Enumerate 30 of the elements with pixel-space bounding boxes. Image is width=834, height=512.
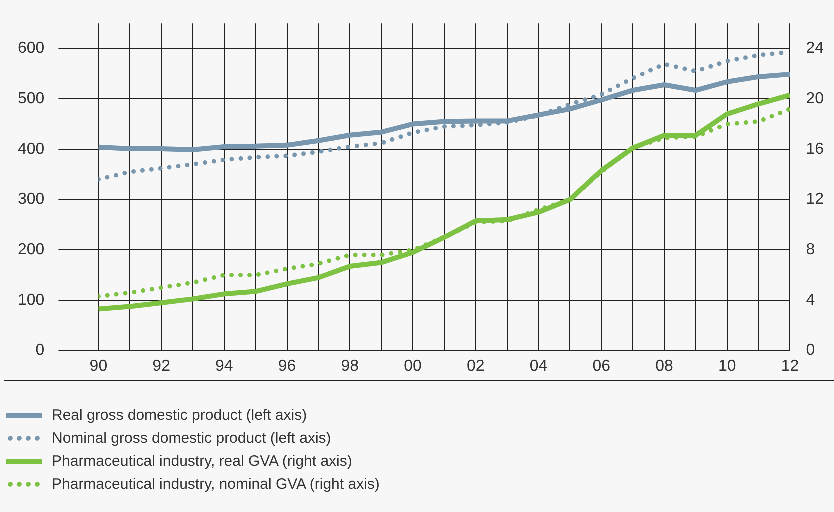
x-tick-label: 10 [718,358,736,375]
legend-label: Pharmaceutical industry, nominal GVA (right axis) [52,476,380,493]
legend-label: Pharmaceutical industry, real GVA (right axis) [52,453,352,470]
y2-tick-label: 24 [806,40,824,58]
y2-tick-label: 0 [806,342,816,360]
x-tick-label: 96 [278,358,296,375]
x-tick-label: 02 [466,358,485,375]
y-tick-label: 500 [18,90,45,108]
x-tick-label: 98 [341,358,360,375]
x-tick-label: 12 [781,358,800,375]
y-tick-label: 300 [18,191,45,208]
x-tick-label: 94 [216,358,234,375]
y2-tick-label: 16 [806,140,824,158]
y-tick-label: 0 [36,342,45,360]
y-tick-label: 600 [18,40,45,58]
y2-tick-label: 20 [806,90,824,108]
legend-label: Nominal gross domestic product (left axis) [52,430,332,447]
x-tick-label: 92 [152,358,171,375]
x-tick-label: 90 [90,358,108,375]
x-tick-label: 08 [656,358,674,375]
y2-tick-label: 8 [806,242,816,259]
y-tick-label: 400 [18,140,45,158]
x-tick-label: 04 [530,358,548,375]
x-tick-label: 06 [592,358,611,375]
y-tick-label: 100 [18,292,45,309]
y2-tick-label: 4 [806,292,816,309]
y2-tick-label: 12 [806,191,824,208]
x-tick-label: 00 [404,358,422,375]
y-tick-label: 200 [18,242,45,259]
legend-label: Real gross domestic product (left axis) [52,407,308,424]
